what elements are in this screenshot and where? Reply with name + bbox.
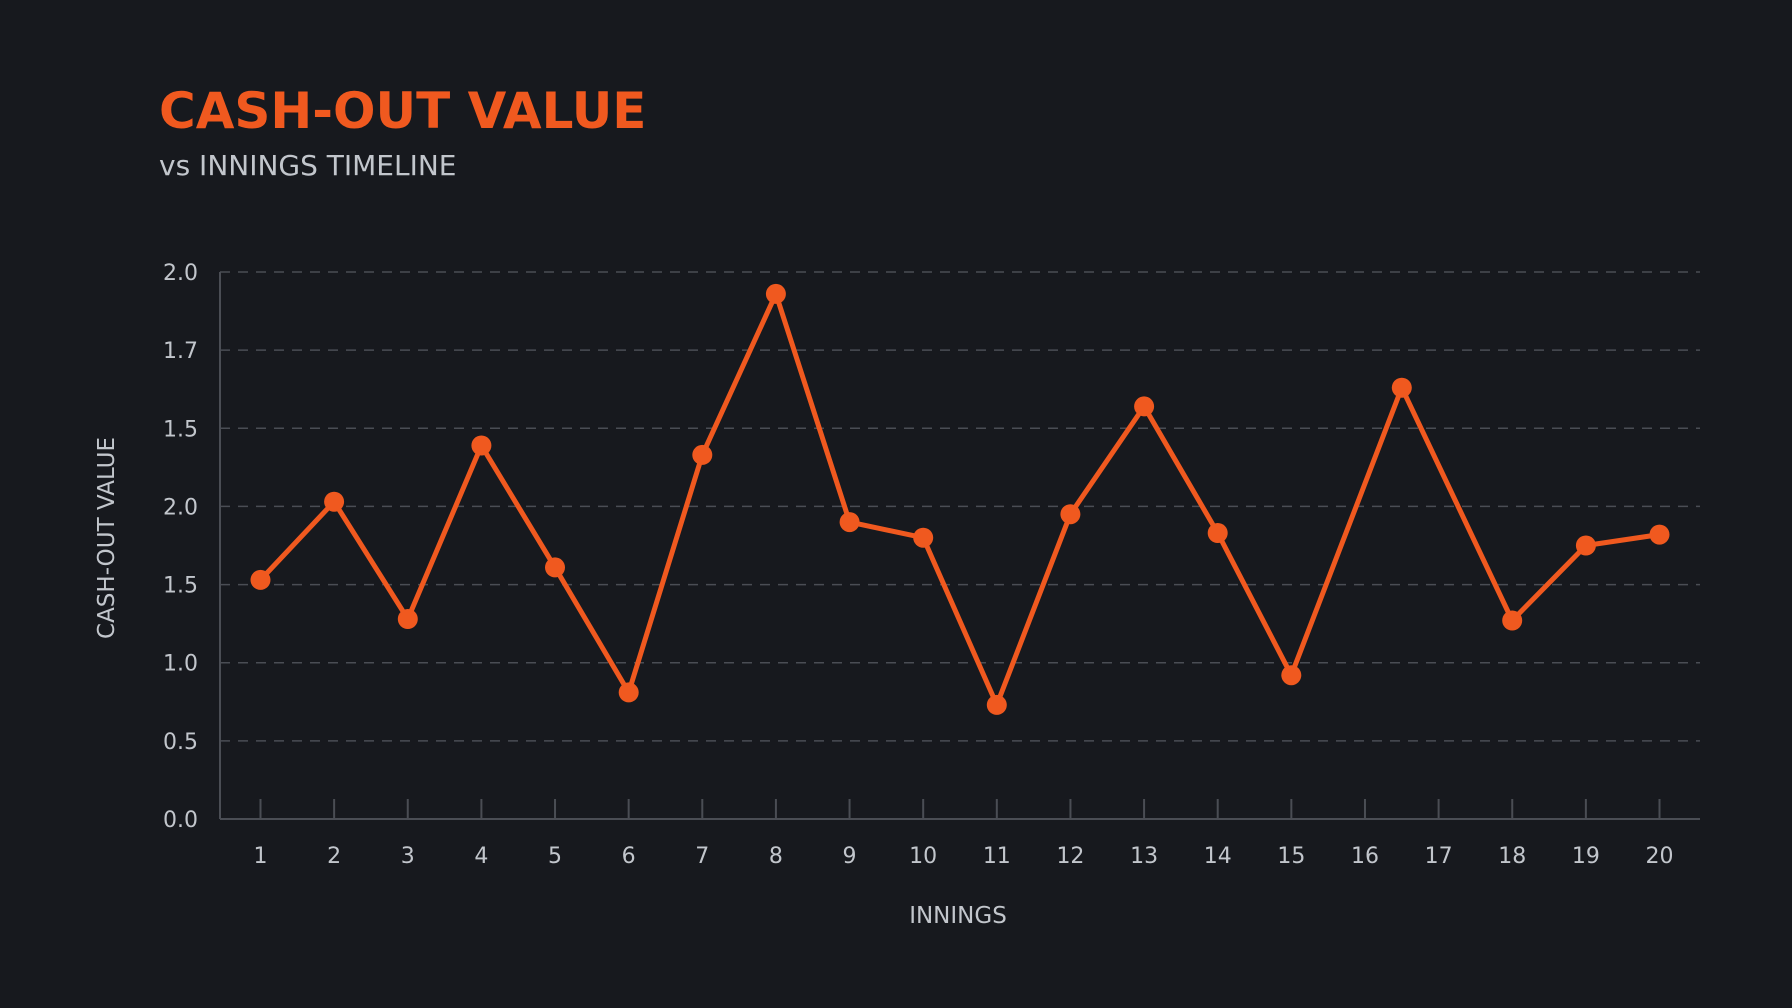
data-point xyxy=(692,444,713,465)
data-point xyxy=(986,694,1007,715)
x-tick-label: 13 xyxy=(1130,844,1158,869)
x-tick-label: 1 xyxy=(253,844,267,869)
x-tick-label: 12 xyxy=(1056,844,1084,869)
x-tick-label: 7 xyxy=(695,844,709,869)
data-point xyxy=(839,512,860,533)
x-tick-label: 19 xyxy=(1572,844,1600,869)
data-point xyxy=(1207,523,1228,543)
x-tick-label: 10 xyxy=(909,844,937,869)
x-tick-label: 8 xyxy=(769,844,783,869)
series-line xyxy=(258,291,1662,708)
x-tick-label: 5 xyxy=(548,844,562,869)
y-tick-label: 2.0 xyxy=(163,261,198,286)
x-tick-label: 6 xyxy=(622,844,636,869)
y-tick-label: 0.5 xyxy=(163,730,198,755)
data-point xyxy=(250,569,271,590)
x-tick-labels: 1 2 3 4 5 6 7 8 9 10 11 12 13 14 15 16 17 18 19 20 xyxy=(253,844,1673,869)
y-tick-label: 0.0 xyxy=(163,808,198,833)
x-tick-label: 11 xyxy=(983,844,1011,869)
y-tick-labels: 0.0 0.5 1.0 1.5 2.0 1.5 1.7 2.0 xyxy=(163,261,198,833)
data-point xyxy=(618,682,639,703)
y-tick-label: 1.7 xyxy=(163,339,198,364)
x-tick-label: 4 xyxy=(474,844,488,869)
data-point xyxy=(1391,377,1412,398)
data-point xyxy=(1134,396,1155,417)
axes xyxy=(219,272,1700,820)
data-point xyxy=(397,609,418,629)
data-point xyxy=(1502,610,1523,631)
y-axis-title: CASH-OUT VALUE xyxy=(94,437,120,639)
x-tick-label: 3 xyxy=(401,844,415,869)
data-point xyxy=(1575,535,1596,556)
x-tick-label: 18 xyxy=(1498,844,1526,869)
data-point xyxy=(1281,665,1302,686)
data-point xyxy=(913,527,934,548)
series xyxy=(250,283,1670,715)
x-tick-label: 17 xyxy=(1425,844,1453,869)
data-point xyxy=(324,491,345,512)
x-tick-label: 14 xyxy=(1204,844,1232,869)
x-tick-label: 2 xyxy=(327,844,341,869)
data-point xyxy=(471,435,492,456)
y-tick-label: 1.5 xyxy=(163,417,198,442)
y-tick-label: 1.0 xyxy=(163,652,198,677)
data-point xyxy=(1060,504,1081,525)
gridlines xyxy=(220,271,1700,742)
x-axis-title: INNINGS xyxy=(909,903,1007,929)
x-tick-label: 20 xyxy=(1646,844,1674,869)
x-tick-label: 16 xyxy=(1351,844,1379,869)
chart-title: CASH-OUT VALUE xyxy=(159,82,647,140)
x-tick-label: 9 xyxy=(843,844,857,869)
chart-subtitle: vs INNINGS TIMELINE xyxy=(159,149,457,182)
x-tick-label: 15 xyxy=(1277,844,1305,869)
data-point xyxy=(765,283,786,304)
y-tick-label: 1.5 xyxy=(163,574,198,599)
data-point xyxy=(545,557,565,578)
data-point xyxy=(1649,524,1670,545)
y-tick-label: 2.0 xyxy=(163,495,198,520)
